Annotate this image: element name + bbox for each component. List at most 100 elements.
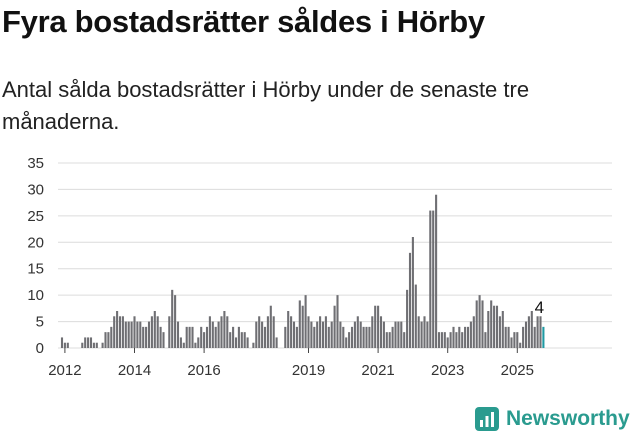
bar [379,316,383,348]
bar [330,321,333,348]
bar [522,326,525,348]
y-tick-label: 25 [27,208,44,225]
bar [519,342,522,348]
bar [484,332,487,348]
bar [89,337,93,348]
bar [333,305,336,348]
bar [342,326,345,348]
bar [174,295,177,348]
bar [145,326,148,348]
bar [319,316,322,348]
y-tick-label: 35 [27,155,44,172]
bar [240,332,243,348]
bar [435,194,438,348]
x-tick-label: 2023 [431,362,464,379]
bar [513,332,516,348]
chart-title: Fyra bostadsrätter såldes i Hörby [2,4,485,39]
bar [385,332,388,348]
bar [63,342,66,348]
bar [365,326,368,348]
bar [220,316,223,348]
bar [327,326,330,348]
bar [153,311,156,348]
bar [414,284,417,348]
bar [336,295,339,348]
bar [255,321,258,348]
bar [533,326,536,348]
bar [269,305,272,348]
bar [403,332,406,348]
latest-value-label: 4 [535,298,544,317]
bar [81,342,84,348]
bar [298,300,301,348]
bar [214,326,217,348]
bar [266,316,269,348]
bar [475,300,478,348]
bar [307,316,310,348]
bar [466,326,470,348]
bar [310,321,313,348]
bar [472,316,475,348]
bar [203,332,206,348]
bar [104,332,107,348]
bar [408,252,412,348]
bar [66,342,69,348]
bar [374,305,377,348]
bar [295,326,298,348]
bar [350,326,354,348]
bar [539,316,542,348]
bar [527,316,530,348]
bar [510,337,513,348]
bar [101,342,104,348]
bar [121,316,124,348]
bar [229,332,232,348]
bar [504,326,507,348]
bar [530,311,533,348]
bar [107,332,110,348]
bar [156,316,159,348]
bar [232,326,235,348]
bar [150,316,153,348]
bar [313,326,316,348]
bar [461,332,464,348]
y-tick-label: 0 [36,340,44,357]
bar [356,316,359,348]
bar [495,305,499,348]
bar [391,326,394,348]
bar [60,337,64,348]
bar [234,337,238,348]
bar [130,321,133,348]
bar [304,295,307,348]
x-tick-label: 2012 [48,362,81,379]
bar [443,332,446,348]
bar [243,332,246,348]
bar [139,321,142,348]
bar [110,326,113,348]
bar [371,316,374,348]
bar [116,311,119,348]
bar [188,326,191,348]
x-tick-label: 2014 [118,362,151,379]
bar [446,337,449,348]
bar [191,326,194,348]
bar [272,316,275,348]
bar [168,316,171,348]
bar [197,337,200,348]
bar [501,311,504,348]
bar [127,321,130,348]
bar [118,316,122,348]
bar [159,326,162,348]
bar [147,321,151,348]
bar [440,332,443,348]
bar [400,321,403,348]
bar [84,337,87,348]
bar [92,342,95,348]
bar [524,321,528,348]
bar [478,295,481,348]
bar [237,326,240,348]
bar [316,321,319,348]
bar [124,321,127,348]
x-tick-label: 2016 [187,362,220,379]
bar [452,326,455,348]
bar [429,210,432,348]
